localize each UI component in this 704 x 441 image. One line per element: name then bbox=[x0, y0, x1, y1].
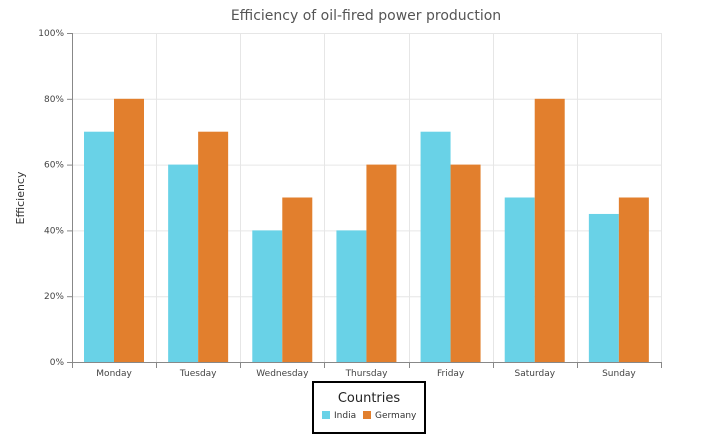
legend-label-germany[interactable]: Germany bbox=[375, 411, 417, 421]
x-tick-label: Wednesday bbox=[256, 369, 309, 379]
bar-india-tuesday[interactable] bbox=[168, 164, 199, 362]
x-axis-ticks: Monday Tuesday Wednesday Thursday Friday Satu… bbox=[72, 362, 662, 379]
bar-germany-wednesday[interactable] bbox=[282, 197, 313, 363]
chart-title: Efficiency of oil-fired power production bbox=[231, 8, 501, 24]
legend: Countries India Germany bbox=[312, 381, 426, 434]
x-tick-label: Friday bbox=[437, 369, 465, 379]
bar-germany-thursday[interactable] bbox=[366, 164, 397, 362]
y-tick-label: 60% bbox=[44, 161, 64, 171]
y-tick-label: 0% bbox=[50, 358, 65, 368]
bar-india-friday[interactable] bbox=[420, 131, 451, 362]
bar-germany-tuesday[interactable] bbox=[198, 131, 229, 362]
legend-label-india[interactable]: India bbox=[334, 411, 356, 421]
y-axis-ticks: 0% 20% 40% 60% 80% 100% bbox=[38, 29, 72, 368]
bar-india-thursday[interactable] bbox=[336, 230, 367, 362]
bars bbox=[84, 98, 649, 363]
bar-germany-friday[interactable] bbox=[450, 164, 481, 362]
y-tick-label: 80% bbox=[44, 95, 64, 105]
x-tick-label: Sunday bbox=[602, 369, 636, 379]
y-tick-label: 40% bbox=[44, 226, 64, 236]
x-tick-label: Monday bbox=[96, 369, 132, 379]
x-tick-label: Tuesday bbox=[179, 369, 217, 379]
bar-germany-saturday[interactable] bbox=[534, 98, 565, 363]
legend-items: India Germany bbox=[322, 411, 417, 421]
y-axis-title: Efficiency bbox=[14, 171, 27, 224]
bar-india-saturday[interactable] bbox=[504, 197, 535, 363]
axes bbox=[72, 33, 661, 363]
bar-germany-sunday[interactable] bbox=[618, 197, 649, 363]
legend-border bbox=[312, 381, 426, 434]
bar-germany-monday[interactable] bbox=[114, 98, 144, 363]
bar-india-wednesday[interactable] bbox=[252, 230, 283, 362]
legend-swatch-germany bbox=[363, 411, 371, 419]
legend-title: Countries bbox=[338, 391, 401, 406]
x-tick-label: Thursday bbox=[345, 369, 389, 379]
y-tick-label: 20% bbox=[44, 292, 64, 302]
x-tick-label: Saturday bbox=[515, 369, 556, 379]
legend-swatch-india bbox=[322, 411, 330, 419]
bar-india-monday[interactable] bbox=[84, 131, 114, 362]
bar-india-sunday[interactable] bbox=[588, 213, 619, 362]
y-tick-label: 100% bbox=[38, 29, 64, 39]
